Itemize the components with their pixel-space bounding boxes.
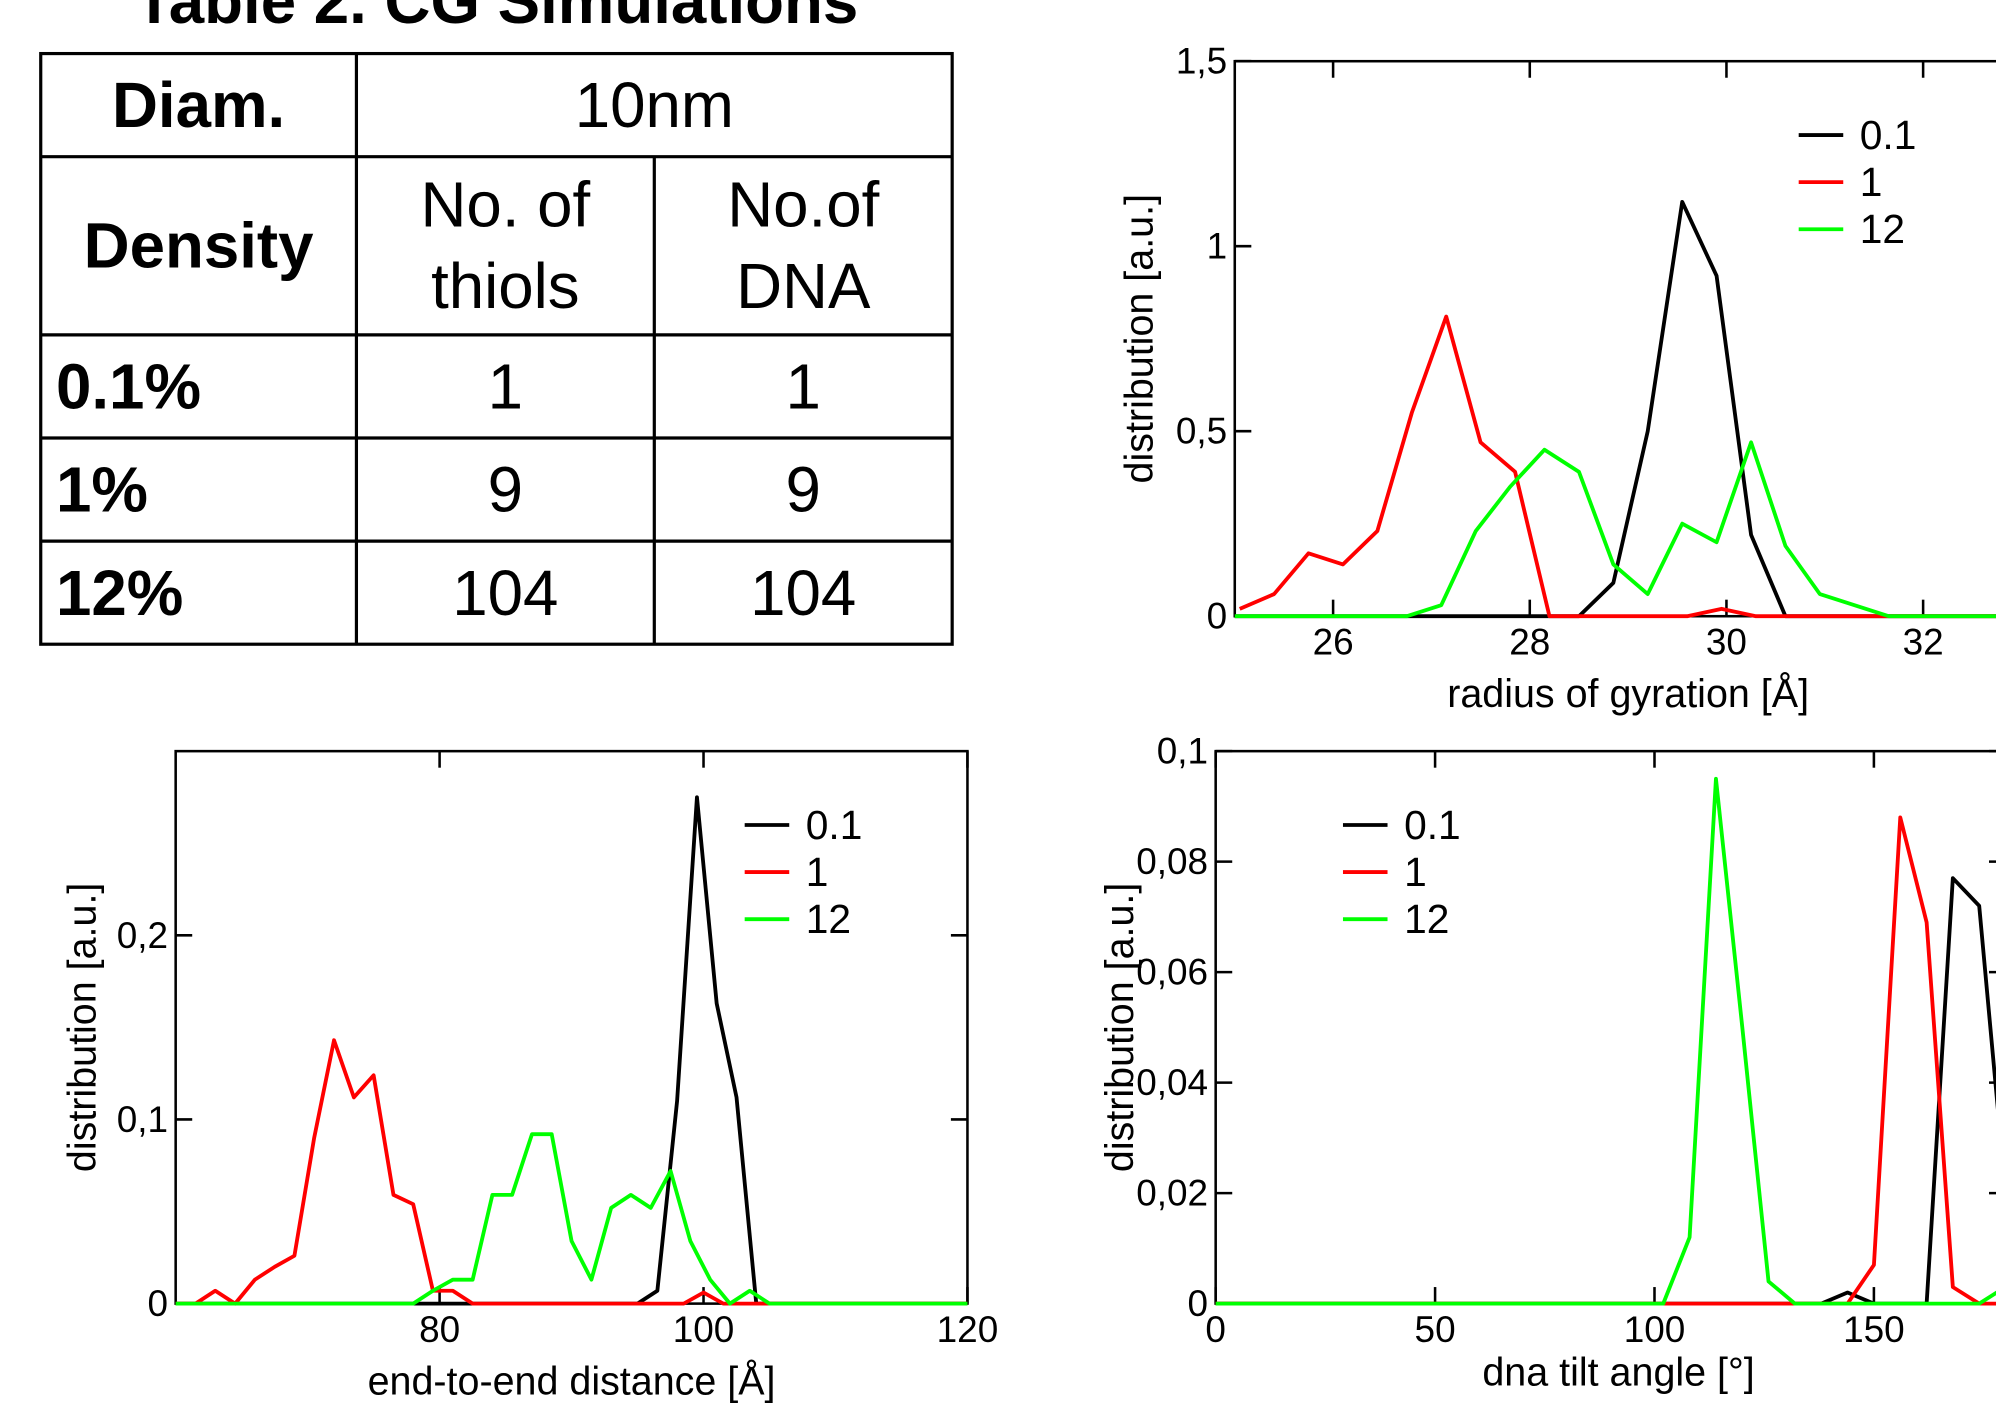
x-tick-label: 150	[1843, 1309, 1905, 1350]
y-tick-label: 0	[1207, 596, 1228, 637]
data-line	[1238, 314, 1996, 619]
y-tick-label: 0,1	[1157, 731, 1208, 772]
y-tick-label: 0,04	[1136, 1062, 1208, 1103]
y-tick-label: 0	[147, 1283, 168, 1324]
table-border	[39, 51, 954, 646]
y-tick-label: 0,06	[1136, 952, 1208, 993]
table-cell: 12%	[56, 558, 183, 629]
data-line	[1234, 199, 1996, 619]
table-cell: 104	[750, 558, 856, 629]
table-cell: 9	[786, 455, 821, 526]
table-cell: 9	[488, 455, 523, 526]
x-tick-label: 26	[1313, 621, 1354, 662]
table-cell: 0.1%	[56, 352, 201, 423]
x-tick-label: 80	[419, 1309, 460, 1350]
legend-label: 12	[1404, 896, 1449, 942]
x-tick-label: 30	[1706, 621, 1747, 662]
x-tick-label: 120	[937, 1309, 999, 1350]
x-tick-label: 0	[1205, 1309, 1226, 1350]
y-tick-label: 0,5	[1176, 411, 1227, 452]
y-tick-label: 0,1	[117, 1099, 168, 1140]
legend-label: 0.1	[1404, 802, 1461, 848]
y-axis-label: distribution [a.u.]	[1098, 883, 1142, 1172]
y-tick-label: 0	[1188, 1283, 1209, 1324]
data-line	[175, 1132, 968, 1306]
plot-frame	[1214, 749, 1996, 1305]
data-line	[175, 1038, 968, 1306]
table-cell: Diam.	[112, 70, 285, 141]
legend-label: 1	[1404, 849, 1427, 895]
table-title: Table 2. CG Simulations	[135, 0, 859, 37]
y-tick-label: 0,02	[1136, 1173, 1208, 1214]
y-tick-label: 1	[1207, 226, 1228, 267]
table-cell: 1%	[56, 455, 148, 526]
data-line	[175, 795, 968, 1306]
y-axis-label: distribution [a.u.]	[61, 883, 105, 1172]
data-line	[1234, 440, 1996, 619]
table-cell: No. of	[420, 170, 590, 241]
x-tick-label: 28	[1509, 621, 1550, 662]
data-line	[1215, 876, 1996, 1306]
x-axis-label: radius of gyration [Å]	[1447, 672, 1809, 716]
table-cell: Density	[84, 210, 314, 281]
table-cell: DNA	[736, 251, 871, 322]
table-cell: thiols	[431, 251, 580, 322]
y-tick-label: 0,2	[117, 915, 168, 956]
legend-label: 12	[806, 896, 851, 942]
table-grid	[39, 51, 954, 646]
legend-label: 12	[1860, 206, 1905, 252]
table-cell: 1	[786, 352, 821, 423]
legend-label: 1	[806, 849, 829, 895]
data-line	[1215, 815, 1996, 1306]
x-tick-label: 32	[1903, 621, 1944, 662]
x-tick-label: 50	[1415, 1309, 1456, 1350]
table-cell: 1	[488, 352, 523, 423]
x-axis-label: end-to-end distance [Å]	[368, 1359, 776, 1403]
legend-label: 1	[1860, 159, 1883, 205]
x-tick-label: 100	[1624, 1309, 1686, 1350]
legend-label: 0.1	[806, 802, 863, 848]
x-axis-label: dna tilt angle [°]	[1482, 1350, 1754, 1394]
y-tick-label: 0,08	[1136, 841, 1208, 882]
y-tick-label: 1,5	[1176, 41, 1227, 82]
table-cell: 104	[452, 558, 558, 629]
table-cell: 10nm	[575, 70, 734, 141]
data-line	[1215, 776, 1996, 1306]
table-cell: No.of	[727, 170, 879, 241]
y-axis-label: distribution [a.u.]	[1117, 194, 1161, 483]
legend-label: 0.1	[1860, 112, 1917, 158]
x-tick-label: 100	[673, 1309, 735, 1350]
